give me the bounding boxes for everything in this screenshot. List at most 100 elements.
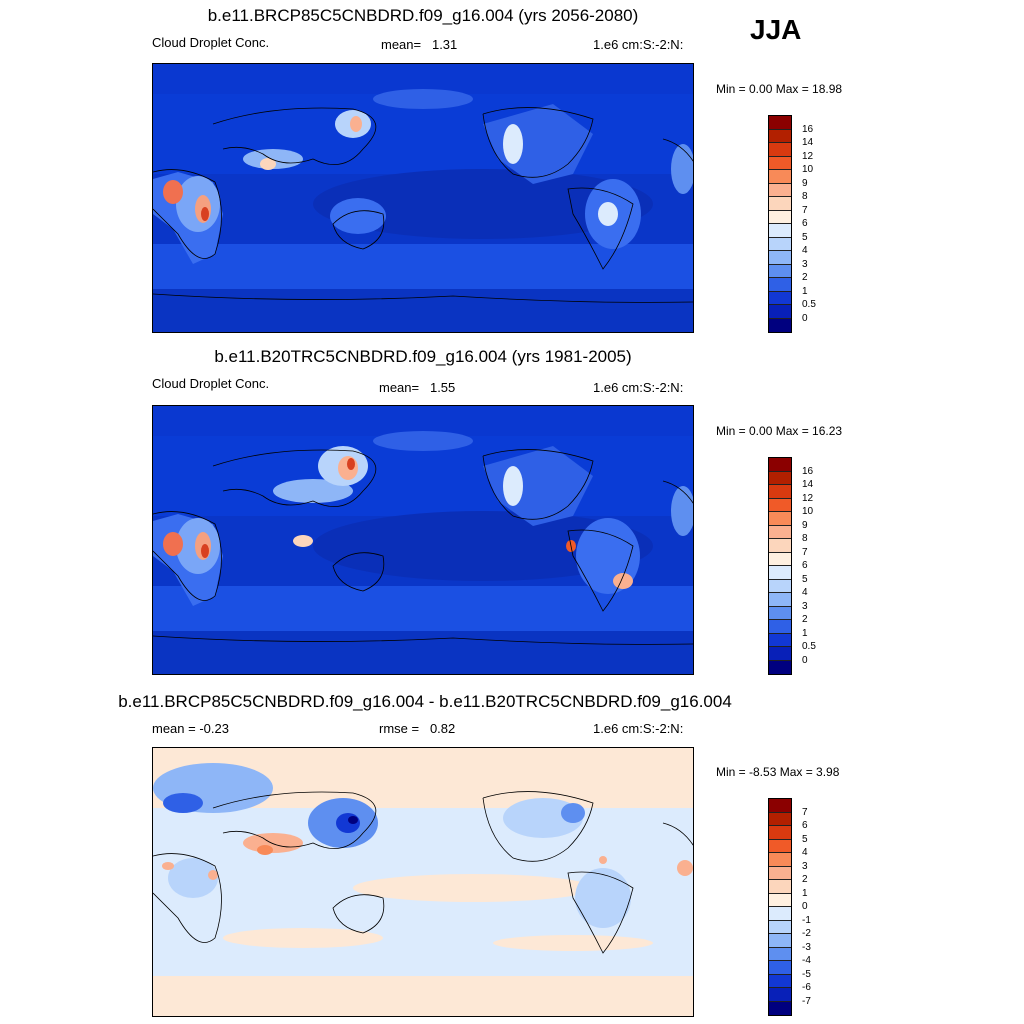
panel-3-map [152,747,694,1017]
colorbar-swatch [769,988,791,1002]
colorbar-tick-label: 8 [802,191,808,202]
colorbar-tick-label: 1 [802,887,808,899]
panel-1-units: 1.e6 cm:S:-2:N: [593,37,684,52]
panel-3-mean: mean = -0.23 [152,721,229,736]
colorbar-tick-label: 4 [802,847,808,858]
colorbar-swatch [769,116,791,130]
colorbar-swatch [769,799,791,813]
colorbar-tick-label: 0.5 [802,641,816,652]
colorbar-tick-label: 7 [802,204,808,216]
colorbar-swatch [769,593,791,607]
colorbar-tick-label: -4 [802,955,811,966]
colorbar-tick-label: 4 [802,587,808,598]
colorbar-tick-label: 5 [802,573,808,585]
colorbar-swatch [769,839,791,853]
panel-2-map [152,405,694,675]
colorbar-swatch [769,278,791,292]
colorbar-swatch [769,291,791,305]
colorbar-swatch [769,934,791,948]
colorbar-swatch [769,660,791,674]
panel-3-rmse-label: rmse = 0.82 [379,721,456,736]
panel-2-mean-label: mean= 1.55 [379,380,456,395]
colorbar-swatch [769,552,791,566]
colorbar-tick-label: -1 [802,914,811,926]
colorbar-swatch [769,264,791,278]
colorbar-swatch [769,156,791,170]
colorbar-swatch [769,579,791,593]
colorbar-tick-label: 1 [802,285,808,297]
colorbar-tick-label: 0.5 [802,299,816,310]
panel-1-min-max: Min = 0.00 Max = 18.98 [716,82,843,96]
colorbar-tick-label: 14 [802,137,814,148]
colorbar-swatch [769,197,791,211]
panel-1-mean-value: 1.31 [431,37,458,52]
panel-3-title: b.e11.BRCP85C5CNBDRD.f09_g16.004 - b.e11… [118,692,732,711]
colorbar-tick-label: 6 [802,820,808,831]
colorbar-tick-label: -7 [802,995,811,1007]
panel-3-rmse-value: 0.82 [429,721,456,736]
colorbar-tick-label: 2 [802,614,808,625]
panel-3-min-max: Min = -8.53 Max = 3.98 [716,765,840,779]
colorbar-tick-label: 7 [802,546,808,558]
colorbar-tick-label: -6 [802,982,811,993]
colorbar-swatch [769,606,791,620]
panel-2-map-svg [153,406,693,674]
colorbar-swatch [769,318,791,332]
colorbar-swatch [769,647,791,661]
colorbar-tick-label: 5 [802,833,808,845]
colorbar-swatch [769,251,791,265]
colorbar-swatch [769,498,791,512]
colorbar-swatch [769,512,791,526]
panel-1-map-svg [153,64,693,332]
colorbar-swatch [769,183,791,197]
colorbar-swatch [769,224,791,238]
colorbar-tick-label: 9 [802,177,808,189]
panel-2-mean-value: 1.55 [429,380,456,395]
colorbar-tick-label: 10 [802,506,814,517]
colorbar-tick-label: 2 [802,874,808,885]
colorbar-swatch [769,947,791,961]
colorbar-tick-label: -5 [802,968,811,980]
colorbar-tick-label: 5 [802,231,808,243]
panel-2-colorbar [768,457,792,675]
colorbar-swatch [769,812,791,826]
colorbar-swatch [769,826,791,840]
panel-1-map [152,63,694,333]
colorbar-tick-label: 12 [802,150,814,162]
colorbar-swatch [769,633,791,647]
colorbar-tick-label: 6 [802,218,808,229]
colorbar-swatch [769,961,791,975]
colorbar-swatch [769,170,791,184]
panel-3-units: 1.e6 cm:S:-2:N: [593,721,684,736]
colorbar-swatch [769,525,791,539]
colorbar-tick-label: 3 [802,600,808,612]
colorbar-tick-label: 6 [802,560,808,571]
colorbar-swatch [769,620,791,634]
colorbar-swatch [769,880,791,894]
colorbar-swatch [769,907,791,921]
panel-1-mean-label: mean= 1.31 [381,37,458,52]
colorbar-tick-label: 0 [802,654,808,666]
colorbar-tick-label: 3 [802,860,808,872]
colorbar-tick-label: 9 [802,519,808,531]
colorbar-tick-label: 16 [802,123,814,135]
colorbar-swatch [769,566,791,580]
panel-3-map-svg [153,748,693,1016]
panel-1-title: b.e11.BRCP85C5CNBDRD.f09_g16.004 (yrs 20… [207,6,639,25]
colorbar-tick-label: 2 [802,272,808,283]
colorbar-swatch [769,539,791,553]
colorbar-swatch [769,458,791,472]
colorbar-tick-label: 14 [802,479,814,490]
panel-1-variable-label: Cloud Droplet Conc. [152,35,270,50]
colorbar-swatch [769,237,791,251]
colorbar-tick-label: 7 [802,806,808,818]
colorbar-tick-label: 0 [802,312,808,324]
colorbar-swatch [769,305,791,319]
colorbar-tick-label: 3 [802,258,808,270]
colorbar-swatch [769,485,791,499]
colorbar-tick-label: -3 [802,941,811,953]
colorbar-tick-label: 0 [802,901,808,912]
colorbar-swatch [769,920,791,934]
colorbar-swatch [769,974,791,988]
colorbar-swatch [769,853,791,867]
